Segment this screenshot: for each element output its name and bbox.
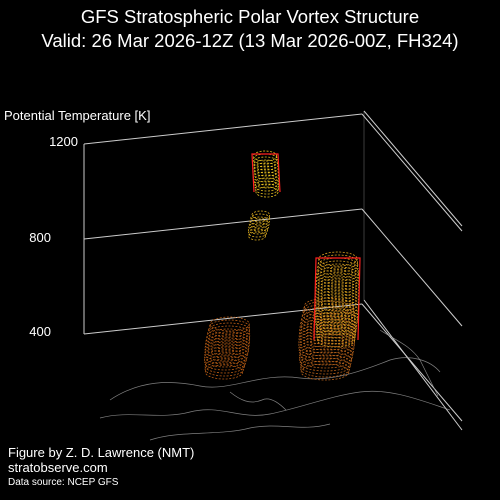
vortex-fragment-upper-contour — [254, 180, 280, 192]
vortex-lobe-secondary-contour — [204, 352, 247, 368]
box-edge-right-bottom — [363, 299, 463, 431]
vortex-lobe-main-upper-contour — [316, 329, 356, 345]
coastline-4 — [379, 329, 439, 397]
vortex-lobe-main-upper-contour — [315, 275, 360, 291]
vortex-lobe-main-upper-contour — [316, 323, 357, 339]
vortex-lobe-secondary-contour — [204, 361, 245, 377]
figure-credit: Figure by Z. D. Lawrence (NMT) — [8, 445, 195, 460]
vortex-lobe-main-contour — [301, 309, 356, 327]
vortex-lobe-main-upper-contour — [314, 308, 359, 324]
vortex-lobe-main-upper-contour — [316, 266, 359, 282]
vortex-fragment-upper-contour — [252, 165, 280, 177]
vortex-fragment-upper-contour — [254, 183, 279, 195]
vortex-lobe-main-upper-contour — [316, 263, 359, 279]
vortex-lobe-main-contour — [299, 321, 356, 339]
vortex-lobe-main-upper-contour — [315, 314, 358, 330]
vortex-lobe-main-upper-contour — [315, 317, 358, 333]
chart-title: GFS Stratospheric Polar Vortex Structure — [80, 6, 420, 27]
grid-line-800 — [83, 208, 363, 240]
vortex-lobe-main-upper-contour — [316, 332, 356, 348]
z-tick-label-800: 800 — [29, 230, 51, 245]
z-tick-label-1200: 1200 — [49, 134, 78, 149]
vortex-lobe-main-upper-edge — [313, 257, 361, 341]
grid-line-side-1200 — [361, 113, 463, 232]
vortex-fragment-mid-contour — [250, 213, 271, 223]
vortex-lobe-main-upper-contour — [315, 320, 357, 336]
vortex-fragment-upper-contour — [253, 150, 278, 162]
z-axis-label: Potential Temperature [K] — [4, 108, 151, 123]
vortex-lobe-main-upper-contour — [318, 251, 358, 267]
grid-line-side-400 — [361, 303, 463, 422]
vortex-lobe-secondary-contour — [204, 343, 249, 359]
vortex-lobe-secondary-contour — [204, 355, 246, 371]
coastline-1 — [99, 390, 451, 419]
vortex-fragment-mid-contour — [248, 225, 269, 235]
vortex-fragment-upper — [251, 150, 281, 198]
vortex-lobe-main-contour — [300, 360, 350, 378]
vortex-lobe-secondary-contour — [204, 340, 250, 356]
vortex-lobe-secondary-contour — [205, 334, 250, 350]
vortex-lobe-main-contour — [298, 345, 354, 363]
grid-line-1200 — [83, 113, 363, 145]
vortex-lobe-main-upper-contour — [316, 326, 356, 342]
coastline-2 — [149, 423, 331, 441]
vortex-lobe-secondary-contour — [204, 364, 244, 380]
vortex-lobe-main-upper-contour — [314, 287, 360, 303]
vortex-lobe-secondary-contour — [209, 316, 250, 332]
vortex-lobe-main-contour — [298, 339, 355, 357]
vortex-lobe-main-contour — [300, 363, 350, 381]
vortex-lobe-main-contour — [299, 351, 353, 369]
vortex-fragment-upper-contour — [252, 171, 280, 183]
website-credit: stratobserve.com — [8, 460, 108, 475]
vortex-fragment-upper-contour — [255, 186, 279, 198]
vortex-lobe-secondary-contour — [204, 358, 245, 374]
vortex-lobe-main-contour — [299, 348, 353, 366]
z-tick-label-400: 400 — [29, 324, 51, 339]
vortex-lobe-secondary-contour — [208, 319, 250, 335]
data-source-credit: Data source: NCEP GFS — [8, 477, 119, 488]
vortex-lobe-main-upper — [313, 251, 361, 348]
vortex-fragment-mid-contour — [251, 210, 271, 220]
vortex-fragment-mid-contour — [248, 222, 269, 232]
vortex-lobe-main-contour — [300, 357, 351, 375]
vortex-fragment-mid-contour — [248, 231, 266, 241]
vortex-fragment-mid-contour — [249, 216, 270, 226]
vortex-lobe-secondary-contour — [207, 325, 251, 341]
vortex-lobe-main-upper-contour — [314, 281, 360, 297]
vortex-lobe-secondary — [204, 316, 251, 380]
coastline-3 — [229, 391, 287, 411]
vortex-lobe-main-contour — [298, 342, 354, 360]
vortex-lobe-main-contour — [298, 336, 355, 354]
box-edge-right-top — [363, 110, 463, 227]
vortex-lobe-main-upper-contour — [315, 269, 360, 285]
vortex-lobe-main-upper-contour — [315, 272, 360, 288]
vortex-fragment-mid-contour — [248, 219, 270, 229]
vortex-fragment-mid-contour — [248, 228, 268, 238]
vortex-fragment-upper-contour — [252, 162, 280, 174]
vortex-lobe-secondary-contour — [204, 349, 248, 365]
vortex-fragment-mid — [248, 210, 271, 241]
vortex-fragment-upper-contour — [252, 168, 280, 180]
vortex-lobe-main-upper-contour — [315, 278, 360, 294]
vortex-lobe-main-contour — [299, 354, 352, 372]
vortex-lobe-main-upper-contour — [315, 311, 358, 327]
vortex-lobe-secondary-contour — [206, 328, 251, 344]
vortex-fragment-upper-contour — [252, 153, 278, 165]
vortex-fragment-upper-edge — [251, 153, 281, 193]
vortex-lobe-main-upper-contour — [317, 260, 359, 276]
vortex-lobe-main-upper-contour — [314, 284, 360, 300]
vortex-lobe-secondary-contour — [205, 331, 251, 347]
vortex-lobe-main-contour — [300, 312, 356, 330]
chart-subtitle: Valid: 26 Mar 2026-12Z (13 Mar 2026-00Z,… — [41, 30, 459, 51]
vortex-lobe-secondary-contour — [208, 322, 251, 338]
vortex-lobe-main-upper-contour — [317, 254, 358, 270]
vortex-fragment-upper-contour — [253, 177, 280, 189]
vortex-lobe-secondary-contour — [204, 346, 249, 362]
grid-line-side-800 — [361, 208, 463, 327]
coastline-0 — [109, 357, 441, 401]
vortex-lobe-secondary-contour — [204, 337, 250, 353]
vortex-lobe-main-contour — [299, 318, 356, 336]
